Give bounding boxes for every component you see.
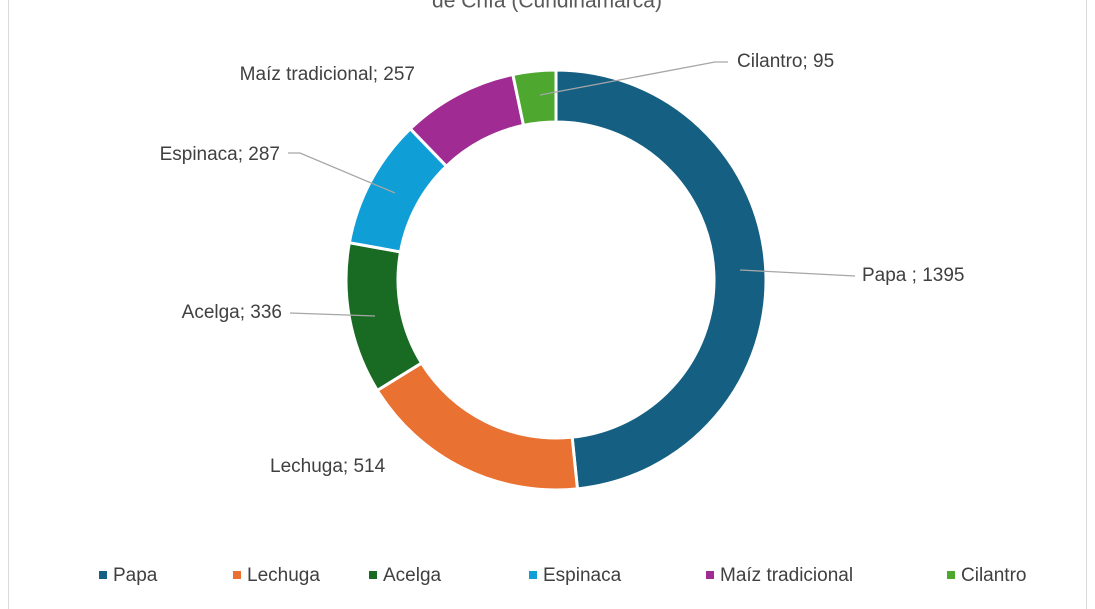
legend-swatch <box>529 571 537 579</box>
data-label: Cilantro; 95 <box>737 51 834 72</box>
legend-label: Acelga <box>383 565 442 586</box>
data-label: Maíz tradicional; 257 <box>240 64 415 85</box>
legend-label: Papa <box>113 565 158 586</box>
leader-line <box>288 152 396 194</box>
data-label: Papa ; 1395 <box>862 265 964 286</box>
donut-slice <box>554 68 768 491</box>
leader-line <box>539 61 728 96</box>
legend-label: Cilantro <box>961 565 1026 586</box>
donut-slice <box>511 68 558 128</box>
legend-label: Maíz tradicional <box>720 565 853 586</box>
legend-swatch <box>706 571 714 579</box>
legend-label: Espinaca <box>543 565 622 586</box>
legend-swatch <box>99 571 107 579</box>
legend-label: Lechuga <box>247 565 320 586</box>
data-label: Acelga; 336 <box>182 302 282 323</box>
chart-title: de Chía (Cundinamarca) <box>432 0 662 13</box>
leader-line <box>289 312 376 317</box>
data-label: Espinaca; 287 <box>160 144 280 165</box>
legend-swatch <box>947 571 955 579</box>
legend-swatch <box>369 571 377 579</box>
data-label: Lechuga; 514 <box>270 456 386 477</box>
legend-swatch <box>233 571 241 579</box>
leader-line <box>739 269 856 277</box>
